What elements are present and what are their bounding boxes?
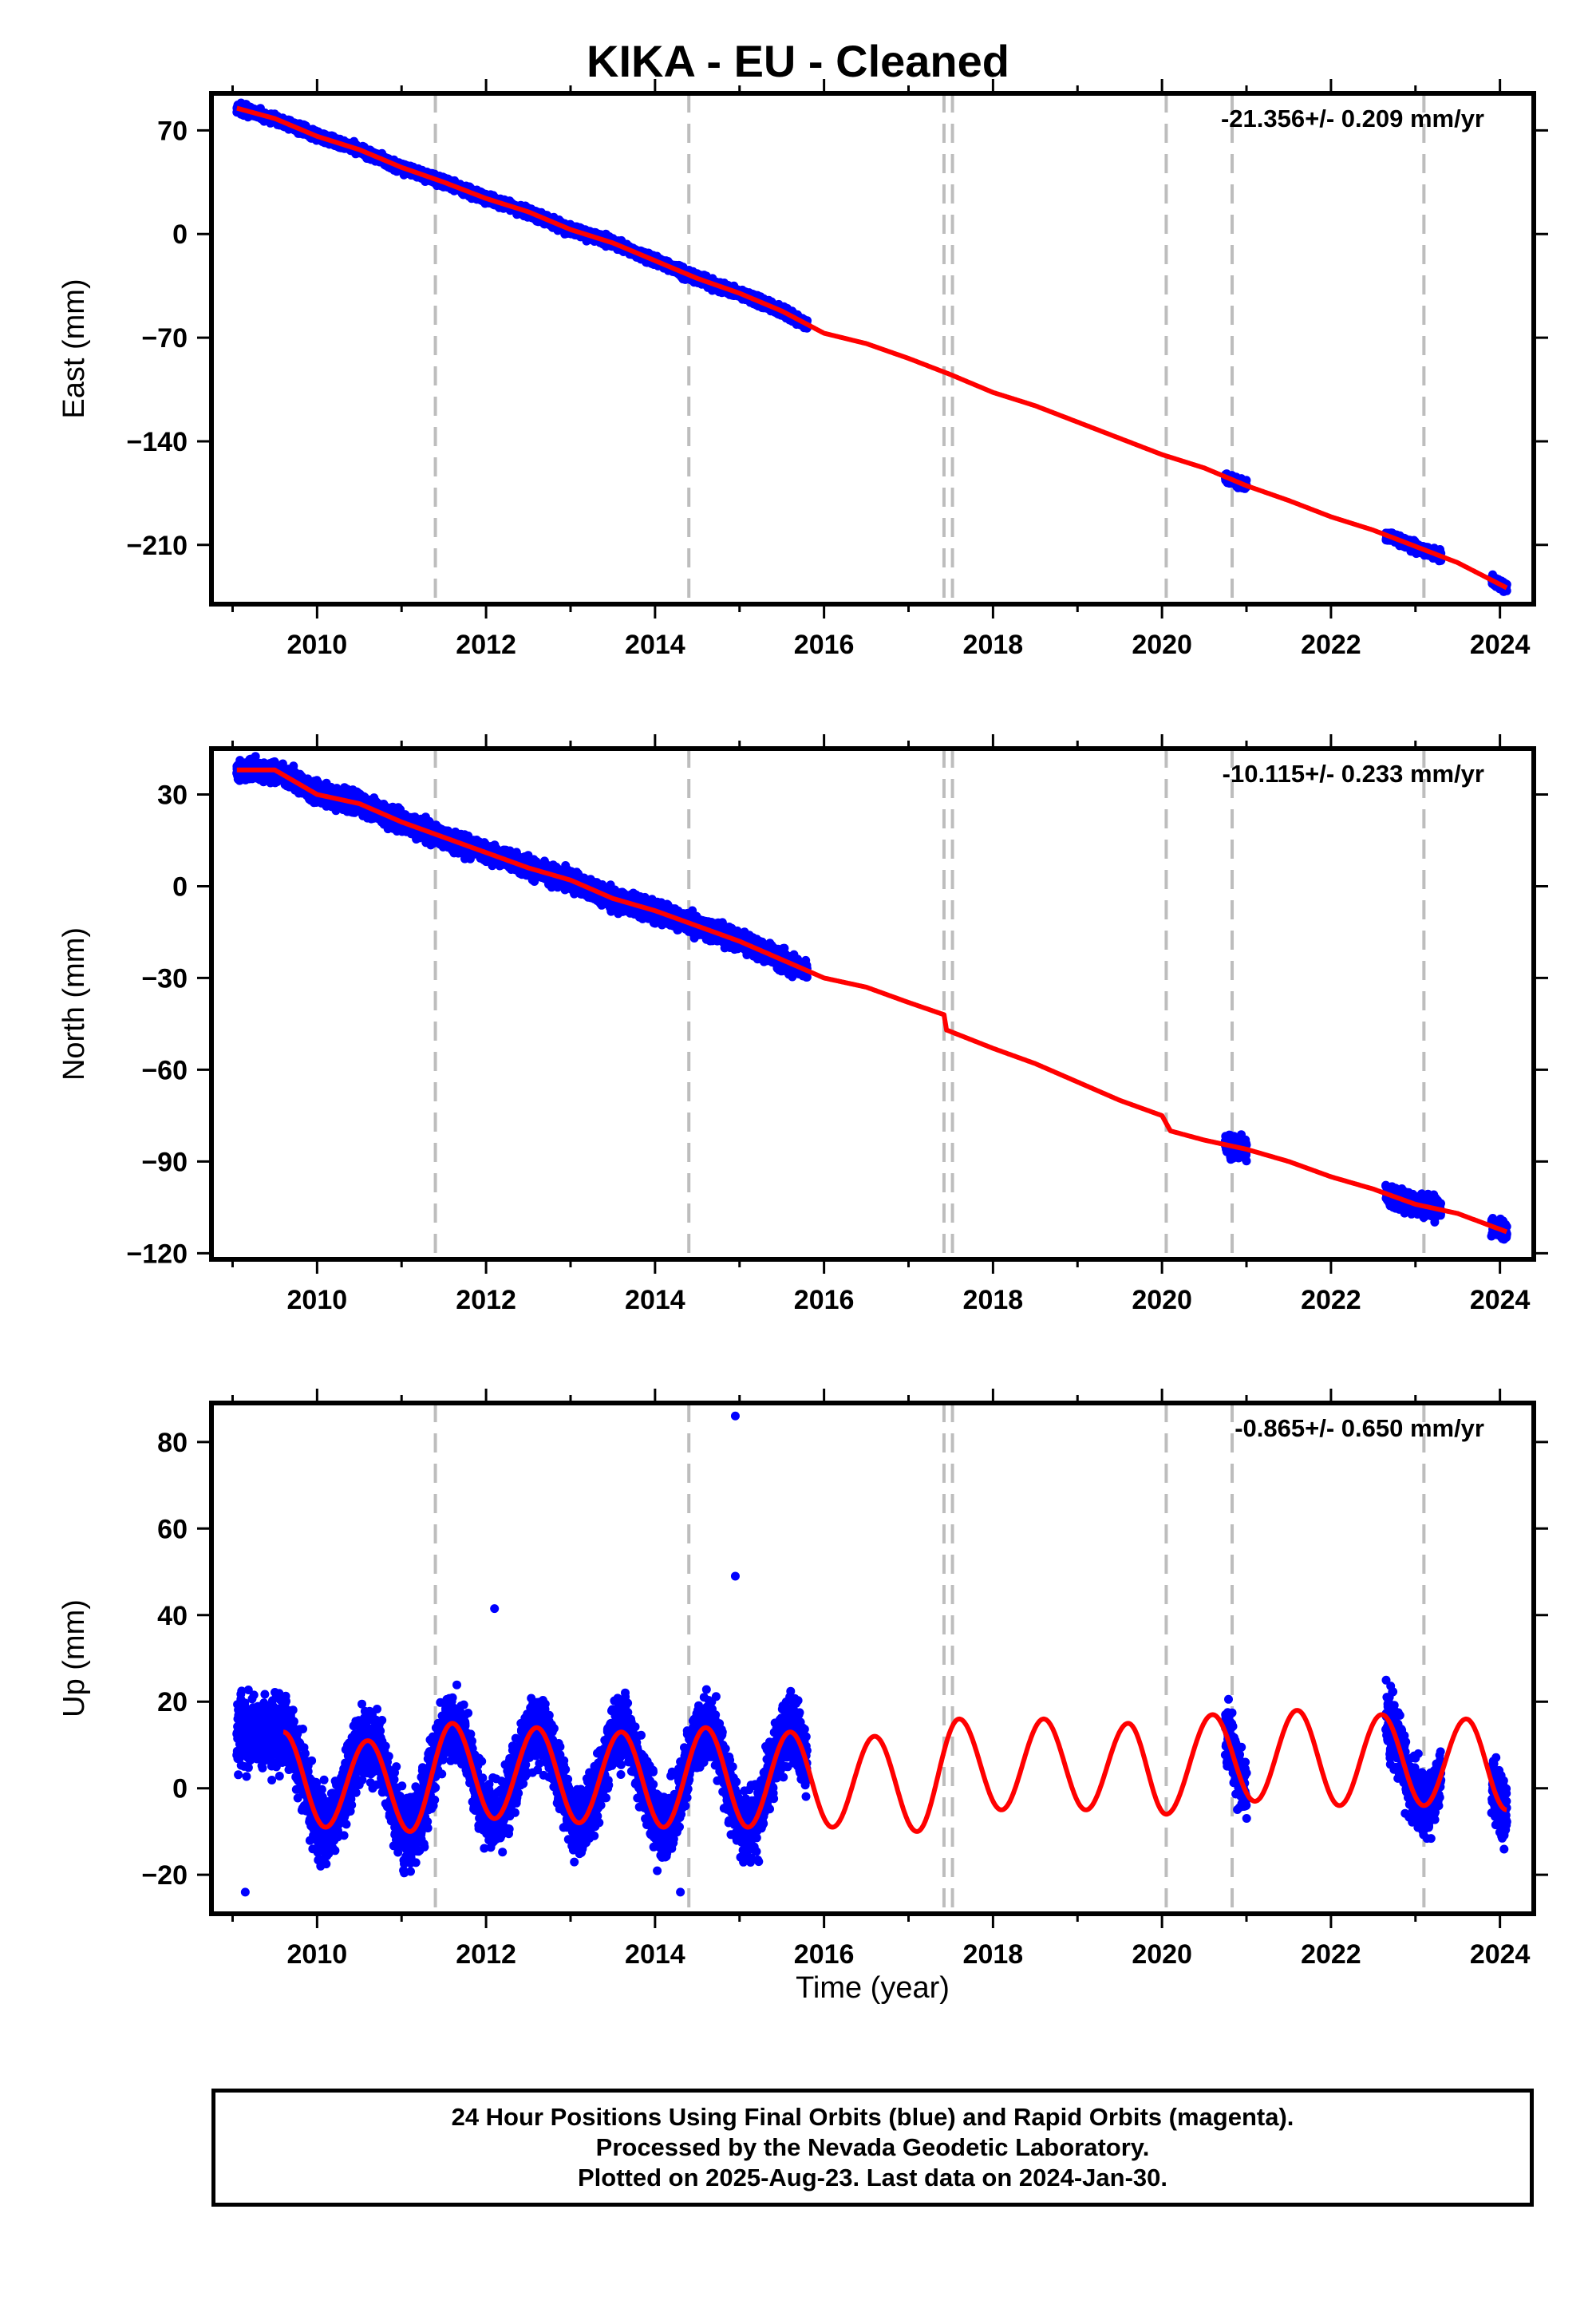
chart-title: KIKA - EU - Cleaned [587,36,1009,86]
panel-1: 2010 2012 2014 2016 2018 2020 2022 2024700−70−1… [57,79,1548,660]
